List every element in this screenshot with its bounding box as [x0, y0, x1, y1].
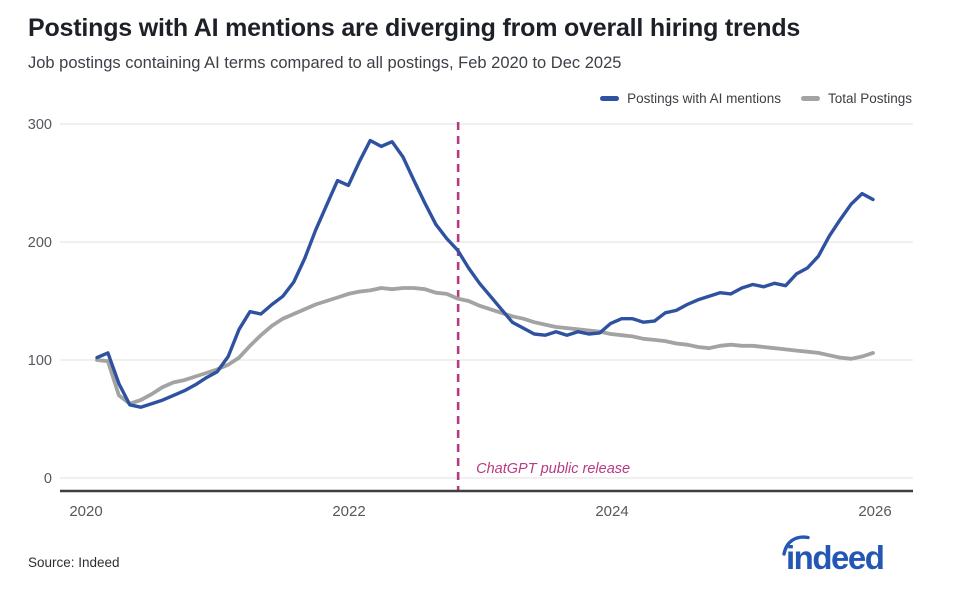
y-tick-label-200: 200	[28, 235, 52, 251]
chart-legend: Postings with AI mentions Total Postings	[600, 91, 912, 106]
y-tick-label-100: 100	[28, 353, 52, 369]
x-tick-label-2022: 2022	[332, 503, 365, 520]
legend-swatch-ai-mentions	[600, 95, 620, 102]
legend-item-total-postings: Total Postings	[800, 91, 912, 106]
legend-label-ai-mentions: Postings with AI mentions	[627, 91, 781, 106]
indeed-logo: indeed	[780, 531, 910, 576]
source-text: Source: Indeed	[28, 555, 120, 570]
x-tick-label-2026: 2026	[858, 503, 891, 520]
indeed-logo-swoosh-icon	[782, 535, 810, 556]
event-label: ChatGPT public release	[476, 461, 630, 477]
legend-item-ai-mentions: Postings with AI mentions	[600, 91, 781, 106]
series-line-total-postings	[95, 286, 875, 406]
page-title: Postings with AI mentions are diverging …	[28, 14, 801, 42]
series-line-postings-with-ai-mentions	[95, 138, 875, 409]
page-subtitle: Job postings containing AI terms compare…	[28, 54, 622, 72]
x-tick-label-2020: 2020	[69, 503, 102, 520]
indeed-logo-text: indeed	[786, 539, 883, 575]
y-tick-label-300: 300	[28, 117, 52, 133]
legend-swatch-total-postings	[800, 95, 820, 102]
y-tick-label-0: 0	[44, 471, 52, 487]
legend-label-total-postings: Total Postings	[827, 91, 912, 106]
x-tick-label-2024: 2024	[595, 503, 628, 520]
